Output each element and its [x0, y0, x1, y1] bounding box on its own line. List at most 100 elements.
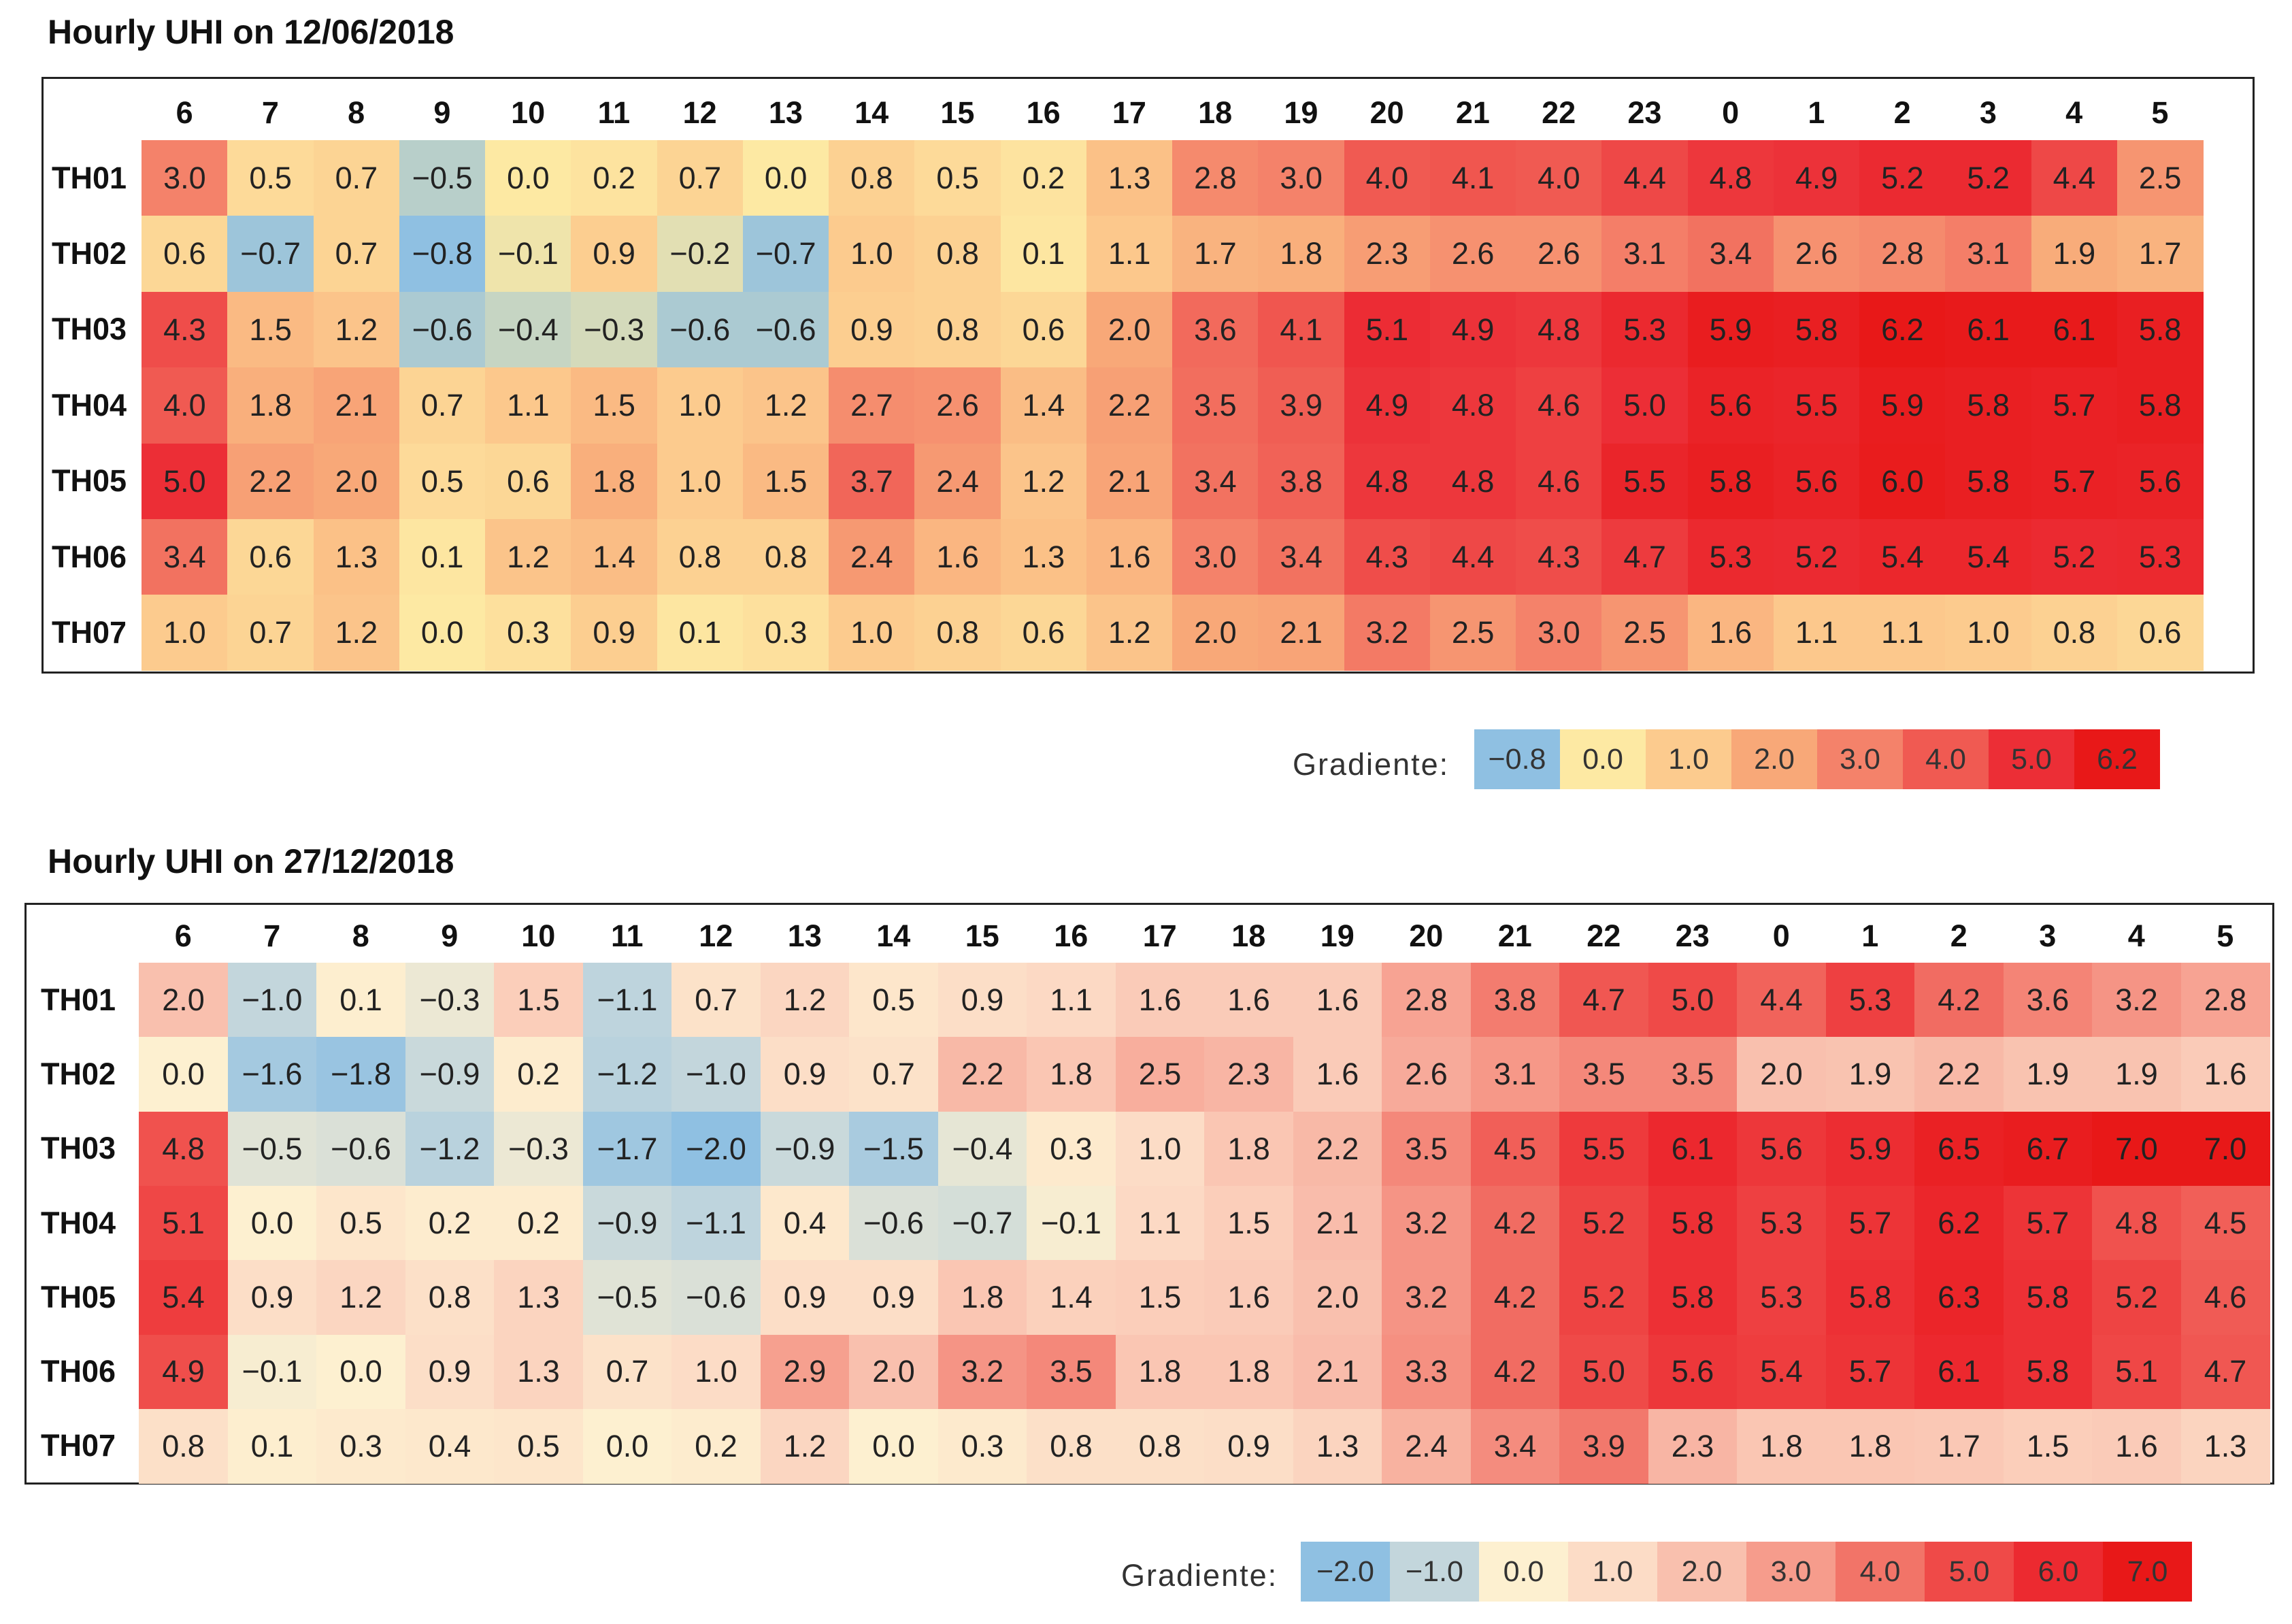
heatmap-cell: 1.6 [1293, 963, 1382, 1038]
heatmap-cell: 1.0 [657, 367, 744, 444]
heatmap-cell: 0.1 [657, 595, 744, 672]
heatmap-cell: 0.9 [937, 963, 1027, 1038]
heatmap-cell: 0.0 [582, 1408, 672, 1484]
heatmap-cell: 2.8 [1859, 216, 1946, 293]
heatmap-cell: 1.0 [829, 216, 915, 293]
heatmap-cell: 2.6 [1382, 1037, 1472, 1112]
heatmap-cell: 3.4 [1687, 216, 1774, 293]
column-header-3: 3 [2039, 918, 2057, 953]
column-header-14: 14 [876, 918, 911, 953]
heatmap-cell: 4.1 [1429, 140, 1516, 216]
heatmap-cell: 1.0 [657, 443, 744, 520]
heatmap-cell: 2.2 [1086, 367, 1173, 444]
heatmap-cell: 5.2 [2031, 519, 2118, 595]
column-header-19: 19 [1284, 95, 1318, 130]
heatmap-cell: 1.5 [227, 291, 314, 368]
heatmap-cell: 0.4 [405, 1408, 495, 1484]
heatmap-cell: 2.3 [1344, 216, 1431, 293]
heatmap-cell: 1.8 [1258, 216, 1345, 293]
heatmap-cell: 2.0 [1737, 1037, 1827, 1112]
heatmap-cell: −0.6 [657, 291, 744, 368]
chart-title: Hourly UHI on 27/12/2018 [48, 842, 454, 880]
heatmap-cell: 0.1 [316, 963, 406, 1038]
column-header-20: 20 [1369, 95, 1404, 130]
heatmap-cell: 1.3 [1086, 140, 1173, 216]
heatmap-cell: 1.1 [1773, 595, 1860, 672]
heatmap-cell: 1.6 [1204, 963, 1294, 1038]
column-header-5: 5 [2216, 918, 2234, 953]
heatmap-cell: 0.3 [1027, 1111, 1116, 1187]
row-header-th01: TH01 [41, 982, 116, 1017]
heatmap-cell: 1.4 [571, 519, 658, 595]
heatmap-cell: 4.2 [1914, 963, 2004, 1038]
heatmap-cell: 0.2 [571, 140, 658, 216]
column-header-7: 7 [261, 95, 279, 130]
column-header-3: 3 [1979, 95, 1997, 130]
heatmap-cell: 4.2 [1470, 1334, 1560, 1410]
heatmap-cell: 0.7 [849, 1037, 939, 1112]
column-header-11: 11 [610, 918, 644, 953]
heatmap-cell: 1.2 [485, 519, 571, 595]
heatmap-cell: 3.7 [829, 443, 915, 520]
heatmap-cell: 6.3 [1914, 1260, 2004, 1336]
heatmap-cell: 0.7 [313, 140, 400, 216]
heatmap-cell: 4.4 [1601, 140, 1689, 216]
heatmap-cell: 0.1 [399, 519, 486, 595]
column-header-7: 7 [263, 918, 281, 953]
heatmap-cell: 3.2 [1382, 1185, 1472, 1261]
heatmap-cell: −1.2 [582, 1037, 672, 1112]
heatmap-cell: 1.3 [494, 1260, 584, 1336]
heatmap-cell: 6.1 [2031, 291, 2118, 368]
heatmap-cell: 0.2 [494, 1037, 584, 1112]
heatmap-cell: 5.1 [1344, 291, 1431, 368]
heatmap-cell: 2.9 [760, 1334, 850, 1410]
heatmap-cell: 2.6 [1773, 216, 1860, 293]
column-header-21: 21 [1455, 95, 1490, 130]
heatmap-cell: 0.7 [657, 140, 744, 216]
heatmap-cell: 6.0 [1859, 443, 1946, 520]
heatmap-cell: 3.4 [1470, 1408, 1560, 1484]
heatmap-cell: 1.2 [313, 595, 400, 672]
heatmap-cell: 6.1 [1914, 1334, 2004, 1410]
heatmap-cell: 1.6 [1293, 1037, 1382, 1112]
heatmap-cell: −0.6 [742, 291, 829, 368]
heatmap-cell: −0.1 [485, 216, 571, 293]
heatmap-cell: 0.0 [399, 595, 486, 672]
heatmap-cell: 5.8 [1945, 443, 2032, 520]
legend-swatch: 5.0 [1925, 1542, 2014, 1602]
heatmap-cell: 2.8 [1382, 963, 1472, 1038]
heatmap-cell: 0.9 [571, 216, 658, 293]
column-header-4: 4 [2065, 95, 2083, 130]
column-header-6: 6 [174, 918, 192, 953]
heatmap-cell: 0.8 [914, 595, 1001, 672]
heatmap-cell: 1.8 [571, 443, 658, 520]
heatmap-cell: 1.3 [1293, 1408, 1382, 1484]
heatmap-cell: 5.3 [1825, 963, 1915, 1038]
heatmap-cell: 0.5 [399, 443, 486, 520]
heatmap-cell: 1.2 [760, 963, 850, 1038]
heatmap-cell: 0.8 [657, 519, 744, 595]
column-header-22: 22 [1542, 95, 1576, 130]
heatmap-cell: 0.7 [313, 216, 400, 293]
heatmap-cell: 2.1 [1086, 443, 1173, 520]
heatmap-cell: 0.2 [494, 1185, 584, 1261]
heatmap-cell: 5.4 [1859, 519, 1946, 595]
column-header-11: 11 [597, 95, 631, 130]
heatmap-cell: 0.9 [571, 595, 658, 672]
heatmap-cell: 5.3 [1601, 291, 1689, 368]
heatmap-cell: 5.8 [1648, 1260, 1738, 1336]
heatmap-cell: 0.9 [760, 1037, 850, 1112]
heatmap-cell: −0.9 [405, 1037, 495, 1112]
column-header-21: 21 [1497, 918, 1532, 953]
heatmap-cell: 2.1 [1293, 1185, 1382, 1261]
heatmap-cell: 1.5 [742, 443, 829, 520]
heatmap-cell: 5.8 [2116, 367, 2204, 444]
legend-swatch: 7.0 [2103, 1542, 2192, 1602]
heatmap-cell: 0.9 [405, 1334, 495, 1410]
column-header-20: 20 [1409, 918, 1444, 953]
heatmap-cell: 5.7 [1825, 1334, 1915, 1410]
column-header-1: 1 [1861, 918, 1879, 953]
heatmap-cell: 5.6 [2116, 443, 2204, 520]
column-header-0: 0 [1722, 95, 1740, 130]
heatmap-cell: 1.2 [1000, 443, 1087, 520]
